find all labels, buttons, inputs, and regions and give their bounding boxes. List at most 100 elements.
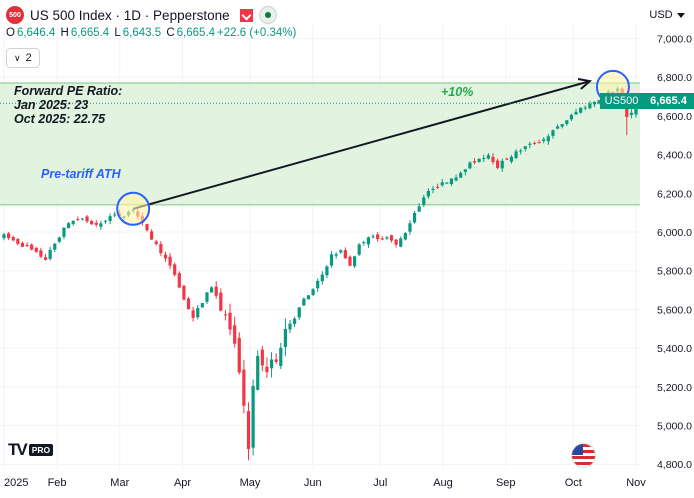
candle-body (440, 182, 444, 186)
candle-body (256, 355, 260, 390)
eye-icon[interactable] (258, 6, 277, 24)
candle-body (246, 411, 251, 450)
candle-body (560, 124, 564, 127)
us-flag-icon[interactable] (571, 443, 596, 468)
pre-tariff-label[interactable]: Pre-tariff ATH (41, 167, 121, 181)
pe-oct: Oct 2025: 22.75 (14, 112, 106, 126)
candle-body (173, 264, 177, 275)
y-tick-label: 5,600.0 (657, 304, 692, 316)
candle-body (209, 287, 214, 293)
candle-body (468, 162, 472, 169)
last-price-tag: 6,665.4 (643, 93, 694, 109)
candle-body (11, 236, 15, 241)
candle-body (399, 238, 403, 247)
candle-body (108, 216, 112, 221)
candle-body (39, 250, 43, 257)
candle-body (523, 146, 527, 149)
candle-body (352, 256, 357, 267)
high-value: 6,665.4 (70, 27, 110, 39)
candle-body (168, 256, 172, 266)
y-tick-label: 5,800.0 (657, 266, 692, 278)
low-key: L (111, 27, 121, 39)
candle-body (48, 249, 52, 259)
y-tick-label: 5,000.0 (657, 421, 692, 433)
candle-body (311, 289, 315, 295)
candle-body (565, 120, 569, 125)
candle-body (546, 136, 550, 142)
chart-header: 500 US 500 Index · 1D · Pepperstone (6, 5, 277, 25)
candle-body (30, 244, 34, 250)
tv-mark: TV (8, 440, 28, 459)
y-tick-label: 6,000.0 (657, 227, 692, 239)
candle-body (496, 160, 500, 168)
candle-body (463, 169, 467, 172)
candle-body (348, 256, 352, 266)
candle-body (412, 213, 417, 223)
y-tick-label: 4,800.0 (657, 459, 692, 471)
ohlc-legend: O 6,646.4 H 6,665.4 L 6,643.5 C 6,665.4 +22.… (6, 27, 296, 39)
x-tick-label: Mar (110, 477, 129, 489)
pe-zone (0, 83, 640, 205)
candle-body (53, 243, 57, 250)
gain-label[interactable]: +10% (441, 85, 474, 99)
candle-body (103, 220, 108, 222)
candle-body (260, 349, 264, 366)
candle-body (509, 156, 514, 162)
open-key: O (6, 27, 15, 39)
candle-body (339, 250, 343, 253)
y-tick-label: 6,200.0 (657, 188, 692, 200)
flag-icon[interactable] (239, 8, 253, 22)
change-value: +22.6 (+0.34%) (217, 27, 297, 39)
symbol-price-tag: US500 (600, 93, 643, 109)
candle-body (477, 158, 481, 162)
candle-body (283, 328, 288, 348)
candle-body (306, 295, 311, 300)
candle-body (150, 231, 154, 240)
candle-body (380, 238, 384, 240)
y-tick-label: 7,000.0 (657, 34, 692, 46)
pe-ratio-note[interactable]: Forward PE Ratio: Jan 2025: 23 Oct 2025:… (14, 84, 122, 126)
indicators-toggle[interactable]: ∨ 2 (6, 48, 40, 68)
candle-body (486, 155, 490, 159)
candle-body (274, 359, 278, 362)
candle-body (583, 107, 587, 109)
candle-body (325, 266, 329, 276)
candle-body (482, 157, 486, 159)
tradingview-logo[interactable]: TV PRO (8, 440, 54, 460)
trend-arrow-line (132, 80, 591, 210)
candle-body (357, 244, 361, 255)
candle-body (302, 298, 306, 306)
candle-body (371, 236, 375, 238)
candle-body (417, 206, 421, 212)
candle-body (159, 243, 163, 254)
symbol-logo-icon[interactable]: 500 (6, 6, 24, 24)
candle-body (80, 218, 85, 220)
candle-body (25, 244, 29, 247)
candle-body (491, 156, 495, 163)
candle-body (7, 233, 11, 239)
candle-body (163, 254, 168, 259)
candle-body (408, 223, 412, 232)
candle-body (233, 325, 237, 344)
candle-body (66, 223, 71, 228)
candle-body (228, 312, 232, 330)
candle-body (76, 219, 80, 221)
candle-body (34, 247, 38, 252)
currency-select[interactable]: USD (648, 6, 686, 24)
dropdown-caret-icon (676, 13, 685, 22)
candle-body (200, 303, 204, 308)
candle-body (316, 280, 320, 289)
candle-body (186, 298, 191, 310)
close-key: C (163, 27, 175, 39)
candle-body (514, 151, 518, 158)
candle-body (597, 100, 601, 104)
candle-body (320, 274, 324, 282)
symbol-title[interactable]: US 500 Index · 1D · Pepperstone (30, 7, 230, 23)
candle-body (459, 172, 463, 178)
candle-body (555, 126, 560, 129)
candle-body (394, 239, 398, 245)
candle-body (629, 112, 633, 115)
eye-dot (264, 12, 271, 18)
